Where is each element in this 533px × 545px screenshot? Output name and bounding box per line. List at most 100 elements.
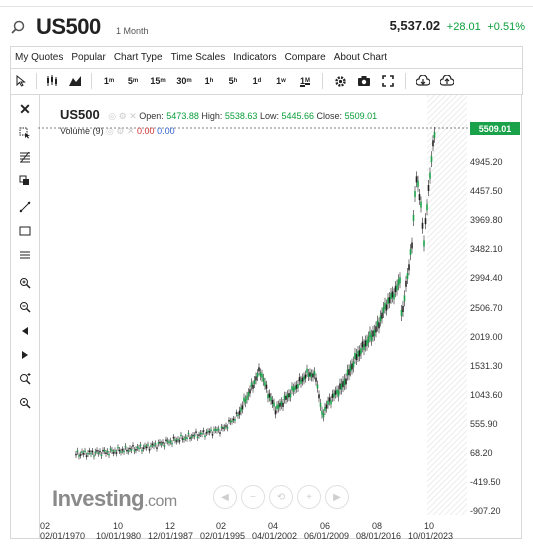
candle-body bbox=[84, 450, 86, 453]
candle-body bbox=[328, 397, 331, 402]
candle-body bbox=[306, 368, 308, 373]
candle-body bbox=[288, 393, 290, 398]
menu-my-quotes[interactable]: My Quotes bbox=[15, 52, 64, 63]
candle-body bbox=[363, 344, 365, 351]
x-tick-top: 06 bbox=[320, 521, 331, 531]
menu-popular[interactable]: Popular bbox=[71, 52, 106, 63]
close-icon[interactable]: ✕ bbox=[19, 100, 31, 117]
y-tick: 2994.40 bbox=[470, 273, 503, 283]
candle-body bbox=[321, 410, 323, 415]
interval-30m[interactable]: 30 m bbox=[176, 76, 192, 86]
candle-body bbox=[258, 367, 260, 372]
interval-15m[interactable]: 15 m bbox=[150, 76, 166, 86]
horizontal-lines-icon[interactable] bbox=[17, 247, 33, 263]
candle-body bbox=[276, 405, 278, 410]
candle-body bbox=[166, 440, 169, 442]
candle-body bbox=[132, 445, 134, 447]
candle-body bbox=[238, 410, 241, 415]
candle-body bbox=[75, 453, 77, 456]
interval-label: 1 Month bbox=[116, 26, 149, 36]
candle-body bbox=[118, 449, 121, 452]
candle-body bbox=[139, 444, 142, 447]
gear-icon[interactable] bbox=[328, 70, 352, 92]
candle-body bbox=[322, 413, 325, 418]
candle-body bbox=[228, 419, 230, 422]
y-tick: 555.90 bbox=[470, 419, 498, 429]
x-tick-date: 04/01/2002 bbox=[252, 531, 298, 541]
candle-body bbox=[400, 309, 403, 316]
scroll-left-icon[interactable] bbox=[17, 323, 33, 339]
candle-body bbox=[229, 420, 232, 423]
select-tool-icon[interactable] bbox=[17, 125, 33, 141]
y-tick: 2019.00 bbox=[470, 332, 503, 342]
layers-icon[interactable] bbox=[17, 173, 33, 189]
candle-body bbox=[216, 429, 218, 432]
reset-zoom-icon[interactable] bbox=[17, 395, 33, 411]
last-price: 5,537.02 +28.01 +0.51% bbox=[390, 18, 525, 33]
camera-icon[interactable] bbox=[352, 70, 376, 92]
candle-body bbox=[138, 447, 140, 450]
candle-body bbox=[369, 331, 371, 338]
candle-body bbox=[114, 450, 116, 452]
nav-scroll-left-icon[interactable]: ◀ bbox=[213, 485, 237, 509]
search-icon[interactable] bbox=[10, 20, 26, 36]
zoom-in-icon[interactable] bbox=[17, 275, 33, 291]
candle-body bbox=[96, 450, 98, 452]
candle-body bbox=[357, 350, 359, 357]
nav-reset-icon[interactable]: ⟲ bbox=[269, 485, 293, 509]
candle-body bbox=[283, 395, 286, 400]
candle-body bbox=[319, 402, 322, 407]
candle-body bbox=[279, 402, 281, 407]
cloud-upload-icon[interactable] bbox=[435, 70, 459, 92]
cursor-icon[interactable] bbox=[11, 70, 31, 92]
price-chart[interactable] bbox=[38, 95, 521, 515]
menu-about-chart[interactable]: About Chart bbox=[333, 52, 388, 63]
candle-body bbox=[337, 390, 340, 397]
x-tick-date: 10/01/2023 bbox=[408, 531, 454, 541]
candle-body bbox=[117, 446, 119, 449]
fullscreen-icon[interactable] bbox=[376, 70, 400, 92]
trendline-icon[interactable] bbox=[17, 199, 33, 215]
candle-body bbox=[81, 451, 83, 453]
volume-controls-icon[interactable]: ◎ ⚙ ✕ bbox=[106, 126, 135, 136]
zoom-out-icon[interactable] bbox=[17, 299, 33, 315]
menu-chart-type[interactable]: Chart Type bbox=[113, 52, 163, 63]
nav-zoom-in-icon[interactable]: + bbox=[297, 485, 321, 509]
nav-scroll-right-icon[interactable]: ▶ bbox=[325, 485, 349, 509]
candle-body bbox=[105, 452, 107, 454]
symbol-title: US500 bbox=[36, 14, 101, 39]
candlestick-icon[interactable] bbox=[42, 70, 64, 92]
candle-body bbox=[154, 443, 157, 445]
rectangle-icon[interactable] bbox=[17, 223, 33, 239]
menu-time-scales[interactable]: Time Scales bbox=[170, 52, 226, 63]
legend-eye-icon[interactable]: ◎ ⚙ ✕ bbox=[108, 111, 137, 121]
x-tick-date: 10/01/1980 bbox=[96, 531, 142, 541]
menu-indicators[interactable]: Indicators bbox=[233, 52, 277, 63]
candle-body bbox=[396, 284, 398, 291]
area-chart-icon[interactable] bbox=[64, 70, 86, 92]
ohlc-legend: US500 ◎ ⚙ ✕ Open: 5473.88 High: 5538.63 … bbox=[60, 107, 377, 122]
scroll-right-icon[interactable] bbox=[17, 347, 33, 363]
cloud-download-icon[interactable] bbox=[411, 70, 435, 92]
y-tick: 3482.10 bbox=[470, 244, 503, 254]
price-change-pct: +0.51% bbox=[487, 21, 525, 33]
candle-body bbox=[354, 352, 356, 359]
candle-body bbox=[141, 449, 143, 452]
candle-body bbox=[240, 407, 242, 412]
candle-body bbox=[106, 450, 109, 453]
candle-body bbox=[91, 450, 94, 453]
nav-zoom-out-icon[interactable]: − bbox=[241, 485, 265, 509]
menu-compare[interactable]: Compare bbox=[284, 52, 326, 63]
candle-body bbox=[361, 341, 364, 348]
fibonacci-icon[interactable] bbox=[17, 149, 33, 165]
candle-body bbox=[325, 404, 328, 409]
magnet-icon[interactable] bbox=[17, 371, 33, 387]
candle-body bbox=[330, 400, 332, 405]
